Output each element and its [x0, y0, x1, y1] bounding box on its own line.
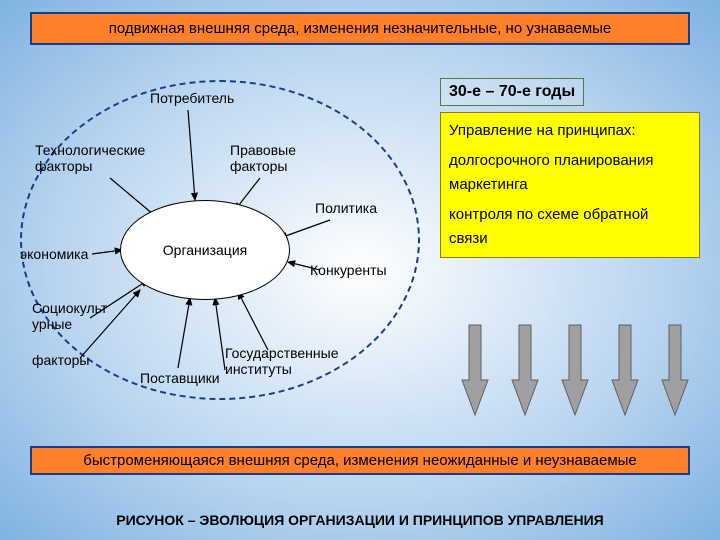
mgmt-heading: Управление на принципах:: [449, 119, 691, 143]
node-factors: факторы: [32, 352, 89, 368]
diagram: Организация Потребитель Технологическиефа…: [20, 70, 440, 430]
bottom-banner: быстроменяющаяся внешняя среда, изменени…: [30, 446, 690, 475]
down-arrow-icon: [460, 320, 490, 420]
center-org: Организация: [120, 200, 290, 300]
years-box: 30-е – 70-е годы: [440, 78, 584, 106]
top-banner-text: подвижная внешняя среда, изменения незна…: [109, 20, 612, 37]
node-tech: Технологическиефакторы: [35, 142, 145, 174]
node-sociocultural: Социокультурные: [32, 300, 107, 332]
down-arrows: [450, 320, 700, 430]
down-arrow-icon: [610, 320, 640, 420]
node-govt: Государственныеинституты: [225, 345, 339, 377]
down-arrow-icon: [660, 320, 690, 420]
caption: РИСУНОК – ЭВОЛЮЦИЯ ОРГАНИЗАЦИИ И ПРИНЦИП…: [0, 512, 720, 528]
right-panel: 30-е – 70-е годы Управление на принципах…: [440, 78, 700, 258]
bottom-banner-text: быстроменяющаяся внешняя среда, изменени…: [83, 452, 637, 469]
node-legal: Правовыефакторы: [230, 142, 296, 174]
down-arrow-icon: [510, 320, 540, 420]
mgmt-line2: контроля по схеме обратной связи: [449, 203, 691, 251]
down-arrow-icon: [560, 320, 590, 420]
node-economy: экономика: [20, 246, 88, 262]
node-consumer: Потребитель: [150, 90, 234, 106]
node-politics: Политика: [315, 200, 377, 216]
center-label: Организация: [163, 242, 247, 258]
mgmt-box: Управление на принципах: долгосрочного п…: [440, 112, 700, 258]
mgmt-line1: долгосрочного планирования маркетинга: [449, 149, 691, 197]
top-banner: подвижная внешняя среда, изменения незна…: [30, 12, 690, 45]
years-text: 30-е – 70-е годы: [449, 83, 575, 100]
node-competitors: Конкуренты: [310, 262, 387, 278]
node-suppliers: Поставщики: [140, 370, 220, 386]
caption-text: РИСУНОК – ЭВОЛЮЦИЯ ОРГАНИЗАЦИИ И ПРИНЦИП…: [116, 512, 604, 528]
